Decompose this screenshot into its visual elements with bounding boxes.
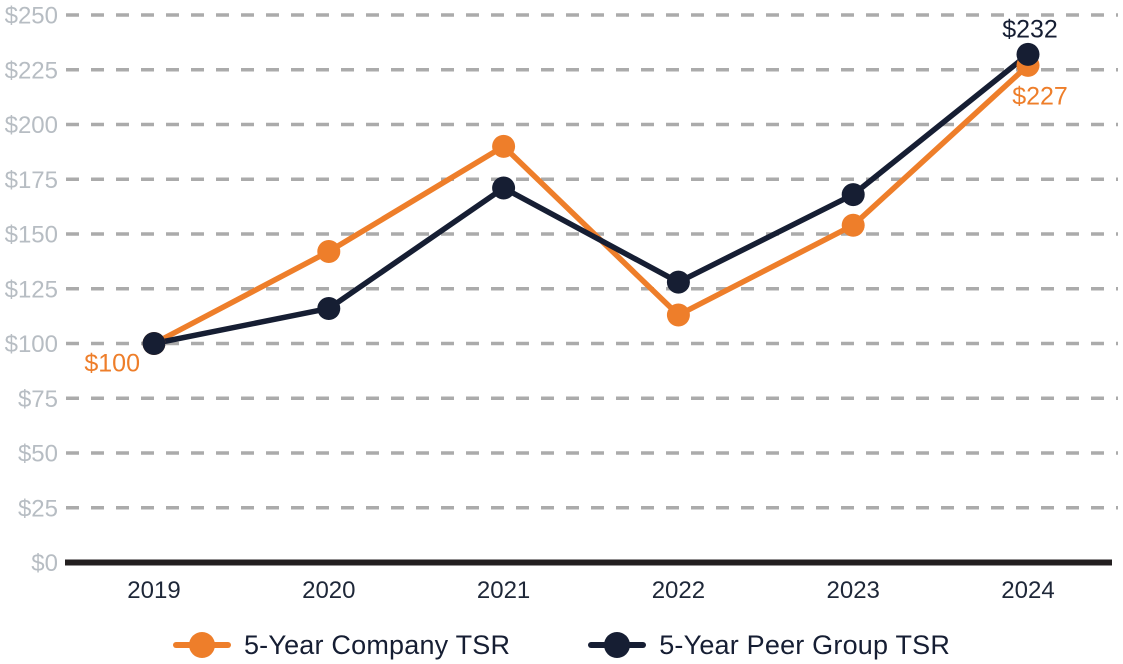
data-point-peer-2021 [492, 176, 516, 200]
data-point-peer-2023 [841, 183, 865, 207]
x-tick-label: 2019 [127, 577, 180, 604]
legend-label-peer-group-tsr: 5-Year Peer Group TSR [659, 629, 951, 660]
x-tick-label: 2021 [477, 577, 530, 604]
y-tick-label: $100 [5, 331, 58, 358]
y-tick-label: $225 [5, 57, 58, 84]
data-point-peer-2020 [317, 296, 341, 320]
x-tick-label: 2024 [1001, 577, 1054, 604]
y-tick-label: $25 [18, 495, 58, 522]
value-annotation: $100 [84, 350, 140, 378]
legend-label-company-tsr: 5-Year Company TSR [243, 629, 511, 660]
value-annotation: $232 [1002, 15, 1058, 43]
x-tick-label: 2023 [827, 577, 880, 604]
company-line-marker-icon [172, 632, 231, 658]
value-annotation: $227 [1012, 82, 1068, 110]
y-tick-label: $250 [5, 3, 58, 30]
data-point-company-2020 [317, 240, 341, 264]
legend-item-peer-group-tsr: 5-Year Peer Group TSR [588, 630, 950, 661]
series-line-company [151, 62, 1031, 347]
data-point-company-2022 [666, 303, 690, 327]
legend-item-company-tsr: 5-Year Company TSR [172, 629, 511, 661]
data-point-company-2023 [841, 213, 865, 237]
y-tick-label: $75 [18, 386, 58, 413]
peer-group-line-marker-icon [588, 632, 647, 658]
y-tick-label: $150 [5, 222, 58, 249]
data-point-peer-2019 [142, 332, 166, 355]
data-point-peer-2022 [666, 270, 690, 294]
x-tick-label: 2020 [302, 577, 355, 604]
series-line-peer [151, 51, 1031, 347]
y-tick-label: $125 [5, 276, 58, 303]
data-point-peer-2024 [1016, 42, 1040, 66]
y-tick-label: $0 [31, 550, 58, 577]
plot-area: $250 $225 $200 $175 $150 $125 $100 $75 $50 $25 $0 2… [5, 3, 1118, 604]
y-tick-label: $50 [18, 441, 58, 468]
x-tick-label: 2022 [652, 577, 705, 604]
y-tick-label: $175 [5, 167, 58, 194]
y-tick-label: $200 [5, 112, 58, 139]
data-point-company-2021 [492, 134, 516, 158]
legend: 5-Year Company TSR 5-Year Peer Group TSR [0, 626, 1123, 664]
